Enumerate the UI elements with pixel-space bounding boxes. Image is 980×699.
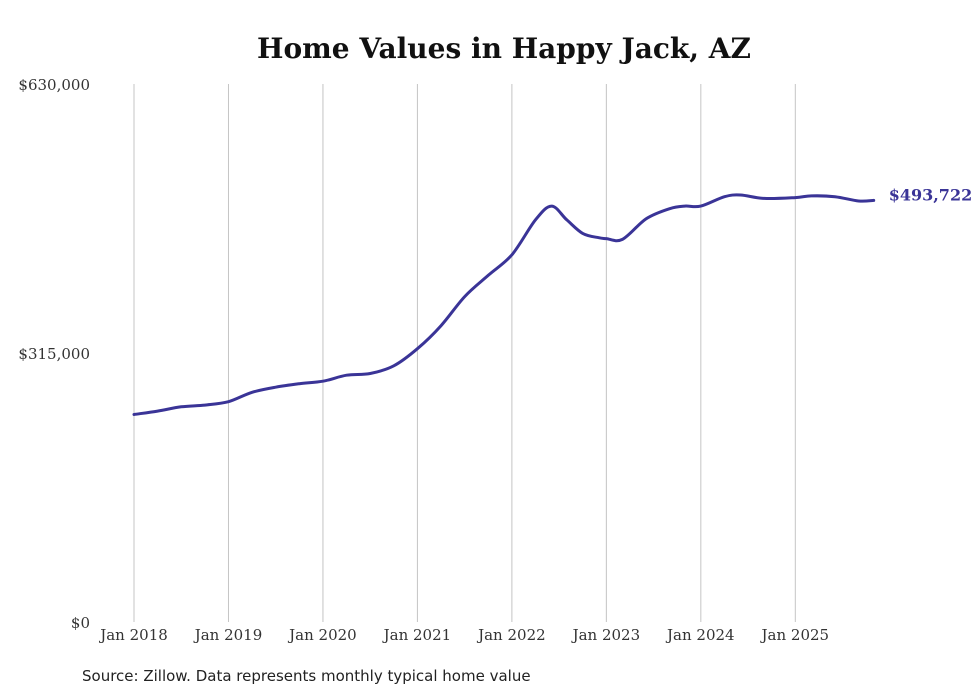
- gridlines: [133, 84, 796, 622]
- x-tick-label: Jan 2021: [382, 626, 452, 644]
- end-value-label: $493,722: [889, 185, 973, 204]
- series-line: [132, 193, 876, 416]
- y-axis: $0 $315,000 $630,000: [18, 76, 90, 632]
- line-chart: Home Values in Happy Jack, AZ $0 $315,000…: [18, 32, 973, 644]
- x-tick-label: Jan 2019: [193, 626, 263, 644]
- x-axis: Jan 2018 Jan 2019 Jan 2020 Jan 2021 Jan 2022…: [98, 626, 829, 644]
- x-tick-label: Jan 2022: [476, 626, 546, 644]
- x-tick-label: Jan 2023: [571, 626, 641, 644]
- source-note: Source: Zillow. Data represents monthly …: [82, 667, 531, 685]
- chart-title: Home Values in Happy Jack, AZ: [257, 32, 751, 65]
- x-tick-label: Jan 2018: [98, 626, 168, 644]
- x-tick-label: Jan 2025: [760, 626, 830, 644]
- x-tick-label: Jan 2024: [665, 626, 735, 644]
- series-layer: $493,722: [132, 185, 973, 416]
- x-tick-label: Jan 2020: [287, 626, 357, 644]
- y-tick-label: $0: [71, 614, 90, 632]
- y-tick-label: $315,000: [18, 345, 90, 363]
- y-tick-label: $630,000: [18, 76, 90, 94]
